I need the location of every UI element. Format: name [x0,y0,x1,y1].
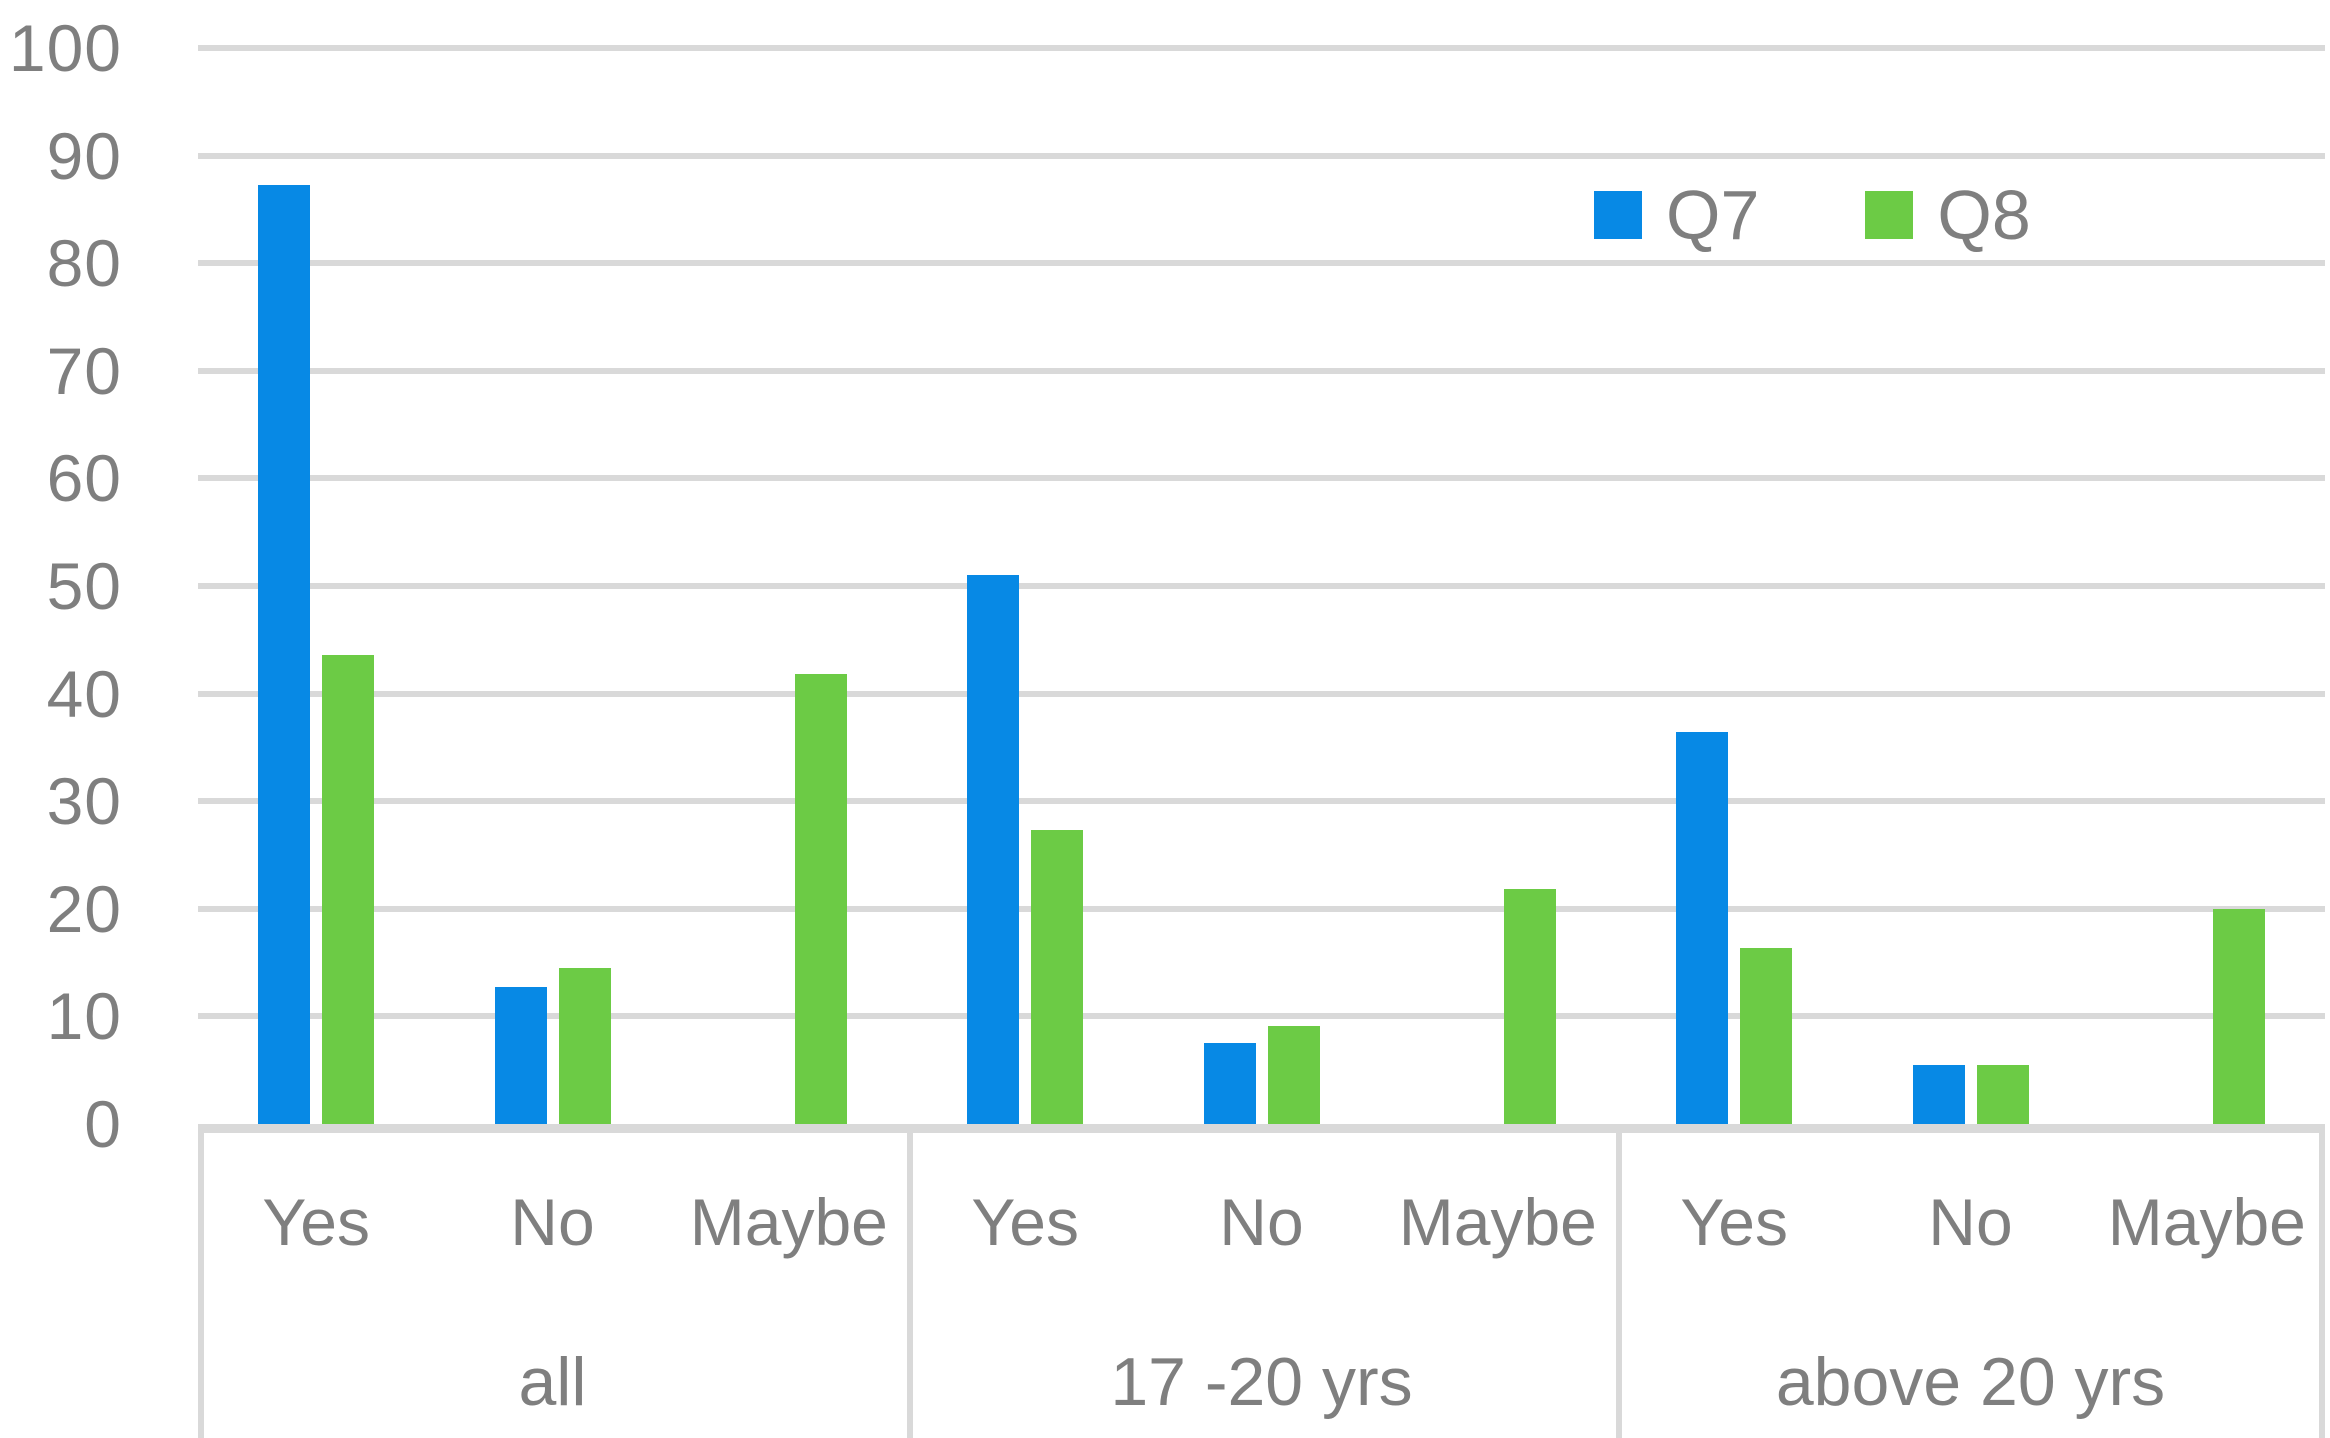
bar-q8-all-yes [322,654,375,1124]
bar-q7-17--20-yrs-yes [967,575,1020,1124]
legend-label-q7: Q7 [1666,176,1760,254]
bar-q8-above-20-yrs-maybe [2212,908,2265,1124]
bar-q8-above-20-yrs-no [1976,1064,2029,1124]
bar-q8-all-maybe [794,674,847,1124]
legend-item-q7: Q7 [1594,180,1759,250]
y-tick-label-90: 90 [46,118,122,193]
y-tick-label-40: 40 [46,656,122,731]
bar-q8-17--20-yrs-no [1267,1026,1320,1124]
x-category-label-maybe-2: Maybe [2107,1185,2306,1259]
y-tick-label-20: 20 [46,871,122,946]
y-tick-label-30: 30 [46,764,122,839]
bar-q7-all-no [494,987,547,1124]
x-category-label-no-1: No [1219,1185,1304,1259]
legend-item-q8: Q8 [1865,176,2031,254]
x-category-label-yes-2: Yes [1680,1185,1788,1259]
legend-swatch-q8 [1865,191,1914,239]
x-group-label-17--20-yrs: 17 -20 yrs [1110,1344,1413,1420]
bar-q7-above-20-yrs-no [1912,1064,1965,1124]
gridline-90 [198,152,2325,159]
x-category-label-maybe-1: Maybe [1398,1185,1597,1259]
bar-q8-all-no [558,967,611,1124]
y-tick-label-10: 10 [46,979,122,1054]
bar-q8-17--20-yrs-maybe [1503,889,1556,1124]
y-tick-label-70: 70 [46,333,122,408]
gridline-20 [198,905,2325,912]
gridline-60 [198,475,2325,482]
bar-q8-above-20-yrs-yes [1740,947,1793,1124]
x-axis-line [198,1124,2325,1133]
x-category-label-no-0: No [510,1185,595,1259]
x-category-label-yes-0: Yes [262,1185,370,1259]
gridline-100 [198,45,2325,51]
legend-swatch-q7 [1594,191,1642,239]
y-tick-label-50: 50 [46,549,122,623]
gridline-70 [198,367,2325,374]
legend-label-q8: Q8 [1937,176,2031,254]
bar-q8-17--20-yrs-yes [1031,830,1084,1124]
group-separator-1 [907,1124,913,1438]
gridline-80 [198,260,2325,267]
bar-q7-above-20-yrs-yes [1676,732,1729,1124]
y-tick-label-60: 60 [46,441,122,516]
x-category-label-no-2: No [1928,1185,2013,1259]
group-separator-0 [198,1124,204,1438]
gridline-10 [198,1013,2325,1020]
gridline-40 [198,690,2325,697]
x-group-label-above-20-yrs: above 20 yrs [1775,1344,2166,1420]
y-tick-label-0: 0 [84,1087,122,1161]
gridline-30 [198,798,2325,805]
group-separator-3 [2319,1124,2325,1438]
x-category-label-yes-1: Yes [971,1185,1079,1259]
y-tick-label-80: 80 [46,226,122,301]
bar-q7-all-yes [258,184,311,1124]
legend: Q7 Q8 [1594,180,2031,250]
bar-q7-17--20-yrs-no [1203,1043,1256,1124]
y-tick-label-100: 100 [8,11,122,85]
x-category-label-maybe-0: Maybe [689,1185,888,1259]
x-group-label-all: all [518,1344,587,1420]
gridline-50 [198,583,2325,589]
group-separator-2 [1616,1124,1622,1438]
